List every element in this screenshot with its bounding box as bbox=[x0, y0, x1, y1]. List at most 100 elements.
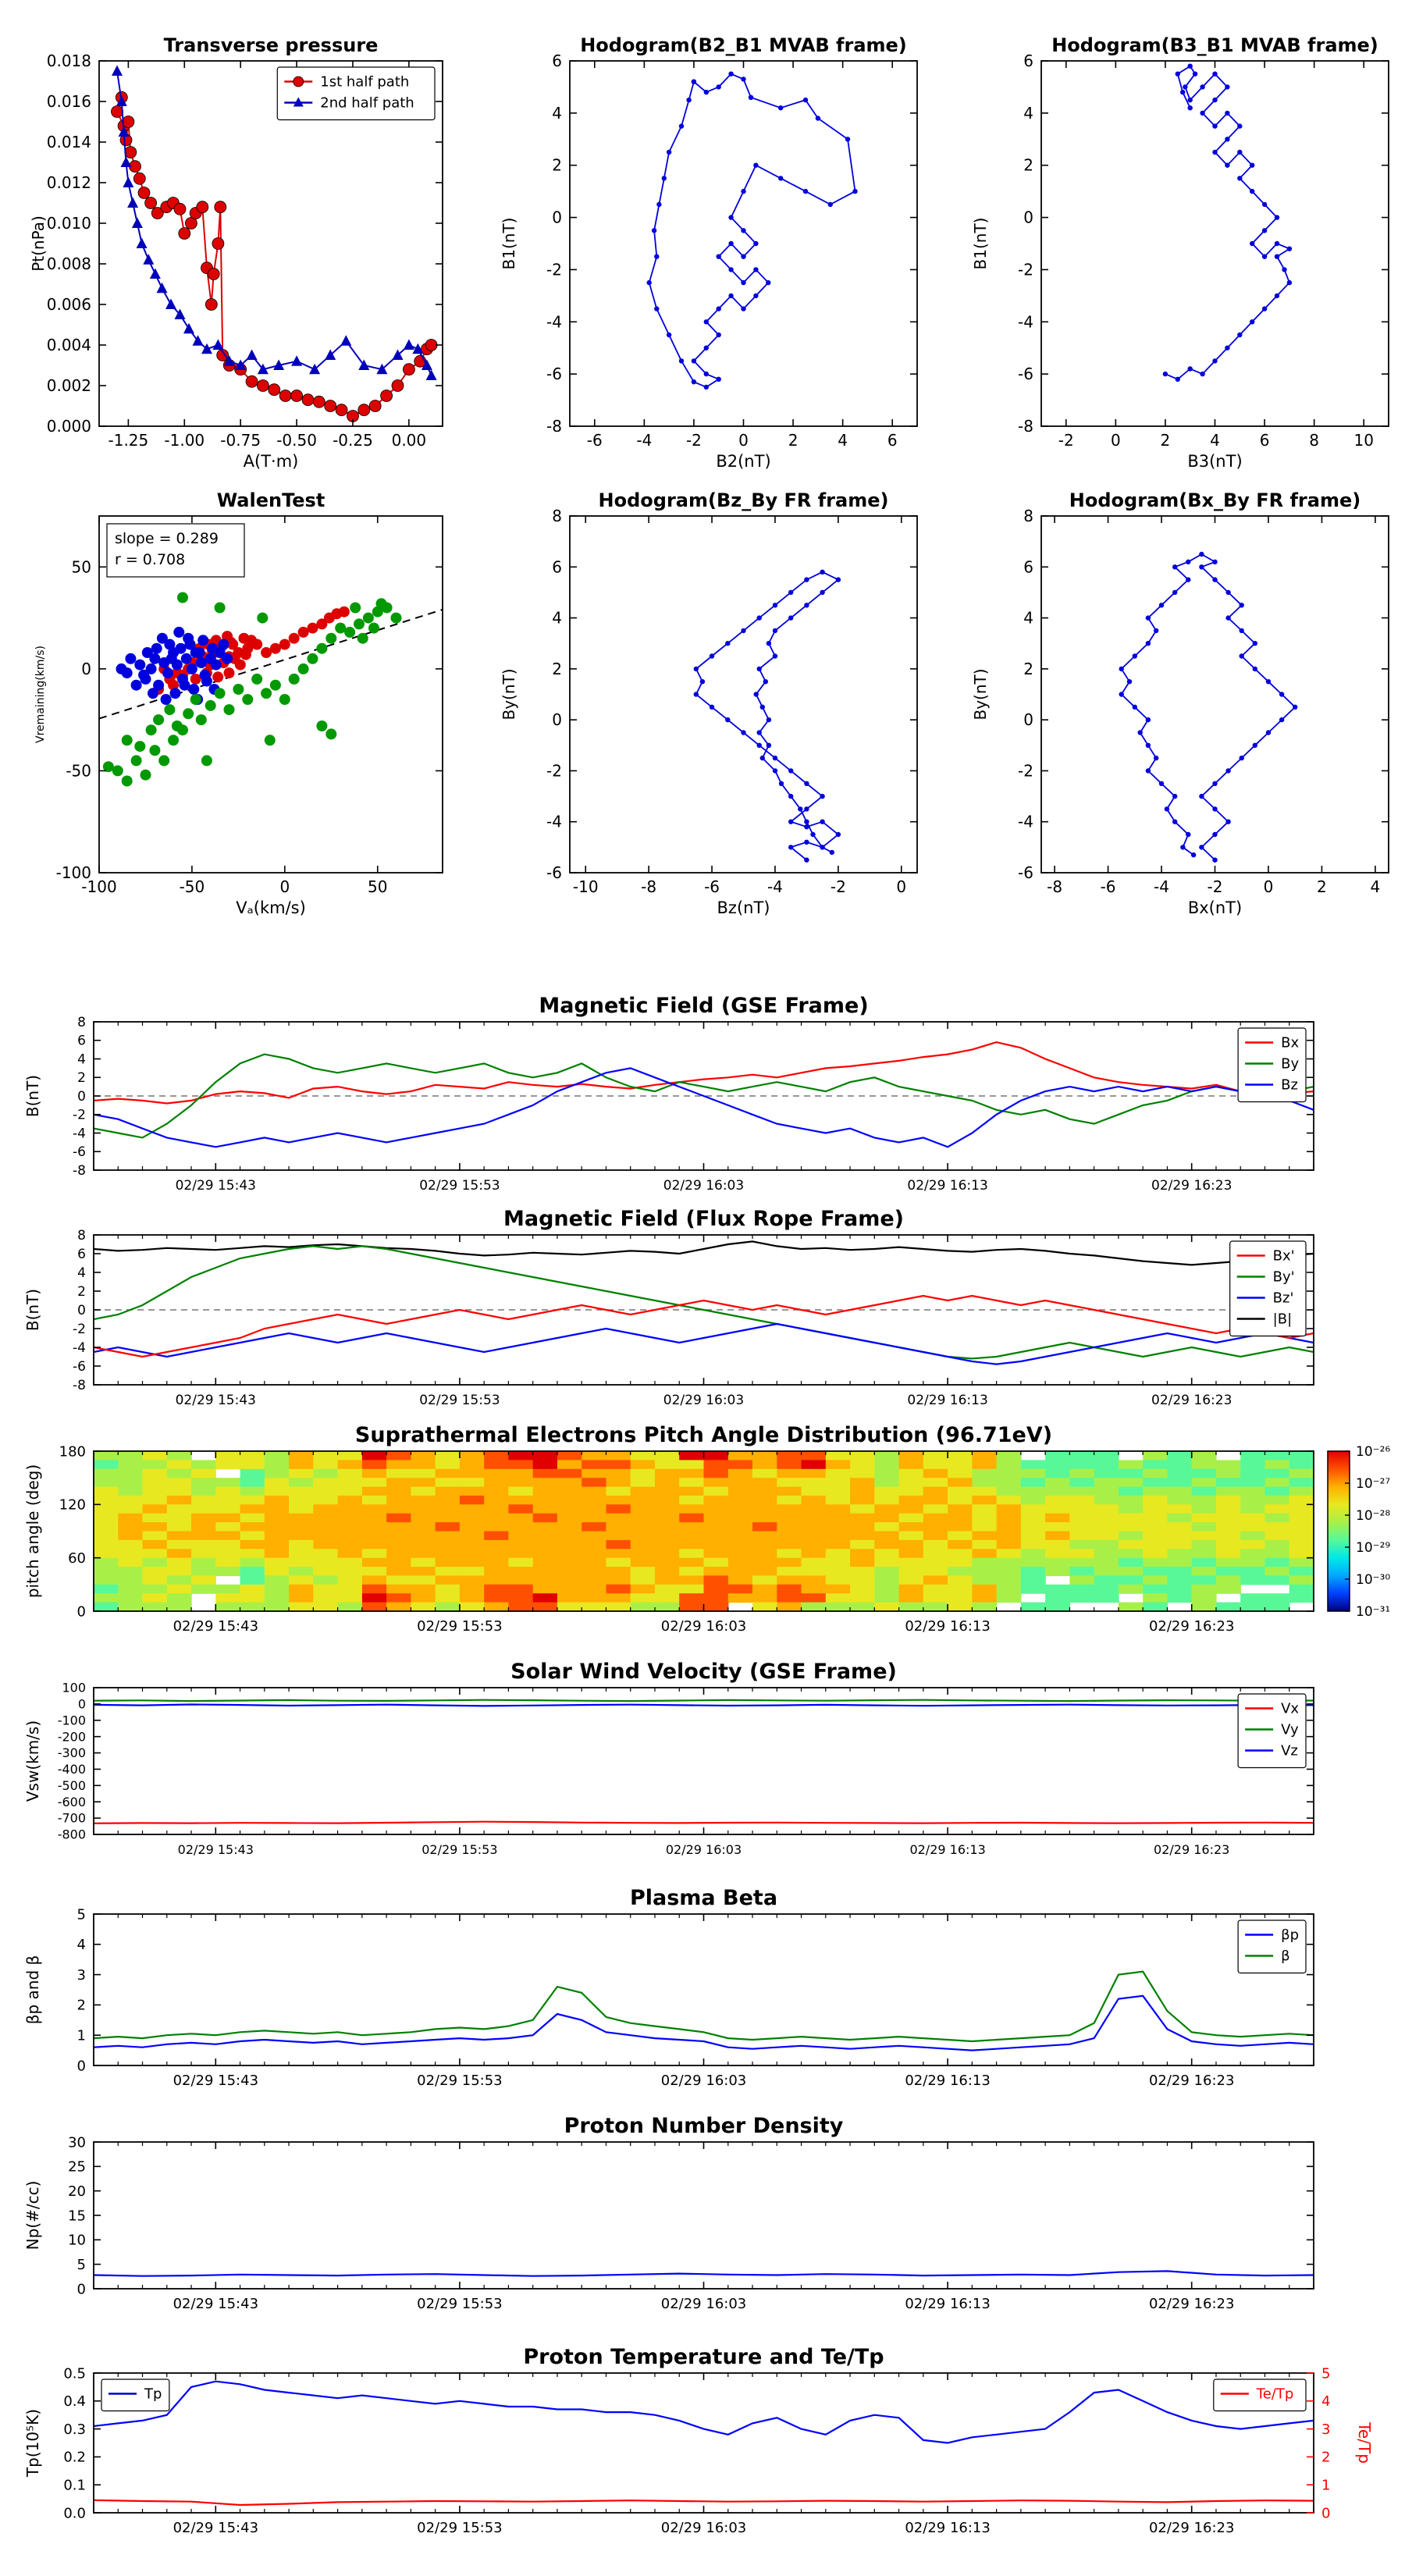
svg-text:8: 8 bbox=[552, 507, 562, 525]
scatter-green-pts bbox=[288, 673, 300, 685]
svg-text:0: 0 bbox=[1264, 877, 1274, 896]
scatter-green-pts bbox=[350, 602, 361, 614]
vsw-chart: 02/29 15:43 02/29 15:53 02/29 16:03 02/29 1… bbox=[23, 1660, 1314, 1857]
svg-text:2: 2 bbox=[77, 1070, 86, 1086]
sepad-chart: 02/29 15:43 02/29 15:53 02/29 16:03 02/29 1… bbox=[23, 1423, 1390, 1635]
svg-text:-6: -6 bbox=[1018, 365, 1033, 383]
svg-text:-8: -8 bbox=[1018, 417, 1033, 436]
series-group bbox=[94, 2270, 1314, 2277]
scatter-green-pts bbox=[183, 708, 194, 720]
svg-text:-2: -2 bbox=[831, 877, 846, 896]
panel-electron-pitch-angle: 02/29 15:43 02/29 15:53 02/29 16:03 02/29 1… bbox=[20, 1421, 1405, 1642]
series-Byp bbox=[94, 1245, 1314, 1360]
svg-text:2: 2 bbox=[552, 156, 562, 175]
svg-text:02/29 16:03: 02/29 16:03 bbox=[661, 2296, 746, 2312]
svg-text:-4: -4 bbox=[546, 813, 562, 831]
svg-text:0: 0 bbox=[279, 877, 290, 896]
svg-text:3: 3 bbox=[77, 1967, 86, 1984]
svg-text:B(nT): B(nT) bbox=[23, 1289, 42, 1331]
svg-text:2: 2 bbox=[788, 431, 799, 450]
scatter-blue-pts bbox=[141, 647, 153, 658]
series-group bbox=[94, 1699, 1314, 1824]
series-group bbox=[94, 2380, 1314, 2507]
svg-text:10: 10 bbox=[1353, 431, 1373, 450]
svg-text:-6: -6 bbox=[1018, 863, 1033, 882]
scatter-green-pts bbox=[375, 598, 387, 610]
svg-text:-8: -8 bbox=[73, 1378, 86, 1393]
svg-text:-800: -800 bbox=[58, 1827, 86, 1842]
svg-text:6: 6 bbox=[1023, 557, 1033, 576]
scatter-green-pts bbox=[344, 626, 356, 638]
scatter-green-pts bbox=[368, 622, 379, 634]
panel-plasma-beta: 02/29 15:43 02/29 15:53 02/29 16:03 02/29 1… bbox=[20, 1884, 1325, 2097]
panel-hodogram-bzby: -10 -8 -6 -4 -2 0 -6 -4 -2 0 2 4 6 8 Hodogram(Bz_By FR… bbox=[496, 485, 925, 917]
scatter-green-pts bbox=[168, 735, 180, 746]
transverse-chart: -1.25 -1.00 -0.75 -0.50 -0.25 0.00 0.000 0.002 0… bbox=[29, 34, 443, 471]
svg-text:10⁻²⁹: 10⁻²⁹ bbox=[1356, 1540, 1390, 1556]
series-Bz bbox=[94, 1067, 1314, 1148]
series-Bxp bbox=[94, 1294, 1314, 1358]
svg-text:-6: -6 bbox=[704, 877, 720, 896]
svg-text:-4: -4 bbox=[73, 1126, 86, 1141]
svg-text:50: 50 bbox=[72, 557, 91, 576]
svg-text:02/29 16:13: 02/29 16:13 bbox=[909, 1842, 985, 1857]
panel-hodogram-b2b1: -6 -4 -2 0 2 4 6 -8 -6 -4 -2 0 2 4 6 Hodogram(B2_B1 MVA… bbox=[496, 30, 925, 471]
svg-text:Hodogram(B3_B1 MVAB frame): Hodogram(B3_B1 MVAB frame) bbox=[1051, 34, 1378, 56]
svg-text:4: 4 bbox=[77, 1937, 86, 1953]
svg-text:-300: -300 bbox=[58, 1745, 86, 1760]
svg-text:B1(nT): B1(nT) bbox=[500, 218, 518, 270]
svg-text:-2: -2 bbox=[1018, 761, 1033, 780]
svg-text:3: 3 bbox=[1321, 2421, 1330, 2438]
heatmap-cells bbox=[94, 1451, 1314, 1612]
svg-text:0: 0 bbox=[81, 660, 91, 678]
series-group bbox=[94, 1970, 1314, 2051]
svg-text:-4: -4 bbox=[73, 1340, 86, 1356]
svg-text:4: 4 bbox=[552, 104, 562, 123]
svg-text:8: 8 bbox=[1023, 507, 1033, 525]
svg-text:02/29 16:23: 02/29 16:23 bbox=[1154, 1842, 1229, 1857]
svg-text:0: 0 bbox=[1111, 431, 1121, 450]
scatter-blue-pts bbox=[197, 635, 209, 646]
svg-text:100: 100 bbox=[62, 1681, 86, 1695]
panel-proton-temperature: 02/29 15:43 02/29 15:53 02/29 16:03 02/29 1… bbox=[20, 2343, 1374, 2546]
scatter-green-pts bbox=[279, 694, 290, 705]
panel-solar-wind-velocity: 02/29 15:43 02/29 15:53 02/29 16:03 02/29 1… bbox=[20, 1658, 1325, 1866]
scatter-blue-pts bbox=[134, 659, 146, 671]
series-hodogram bbox=[648, 73, 856, 388]
svg-text:50: 50 bbox=[368, 877, 387, 896]
series-group bbox=[94, 1041, 1314, 1148]
svg-text:0: 0 bbox=[896, 877, 906, 896]
svg-text:02/29 15:53: 02/29 15:53 bbox=[417, 1618, 502, 1635]
svg-text:βp: βp bbox=[1281, 1927, 1299, 1944]
scatter-green-pts bbox=[362, 612, 374, 624]
scatter-blue-pts bbox=[169, 688, 181, 699]
scatter-green-pts bbox=[242, 694, 254, 705]
svg-text:5: 5 bbox=[1321, 2365, 1330, 2382]
scatter-blue-pts bbox=[151, 642, 162, 654]
svg-text:-700: -700 bbox=[58, 1811, 86, 1826]
scatter-blue-pts bbox=[138, 669, 150, 681]
svg-text:-8: -8 bbox=[641, 877, 656, 896]
svg-text:0: 0 bbox=[78, 1696, 86, 1711]
svg-text:25: 25 bbox=[68, 2159, 86, 2176]
svg-text:r = 0.708: r = 0.708 bbox=[115, 551, 185, 568]
svg-text:0.000: 0.000 bbox=[47, 417, 91, 436]
svg-text:Hodogram(B2_B1 MVAB frame): Hodogram(B2_B1 MVAB frame) bbox=[580, 34, 907, 56]
svg-text:A(T·m): A(T·m) bbox=[244, 452, 299, 469]
scatter-green-pts bbox=[261, 688, 272, 699]
svg-text:Hodogram(Bx_By FR frame): Hodogram(Bx_By FR frame) bbox=[1069, 489, 1361, 511]
svg-text:|B|: |B| bbox=[1273, 1311, 1292, 1328]
svg-text:5: 5 bbox=[77, 2257, 86, 2273]
scatter-green-pts bbox=[171, 720, 183, 731]
series-beta-p bbox=[94, 1994, 1314, 2051]
svg-text:10⁻²⁸: 10⁻²⁸ bbox=[1356, 1508, 1390, 1524]
walen-chart: -100 -50 0 50 -100 -50 0 50 slope = 0.289 r = 0.7… bbox=[34, 489, 443, 917]
scatter-blue-pts bbox=[175, 642, 187, 654]
svg-text:02/29 15:53: 02/29 15:53 bbox=[417, 2073, 502, 2089]
svg-text:-100: -100 bbox=[81, 877, 116, 896]
svg-text:Vremaining(km/s): Vremaining(km/s) bbox=[34, 646, 47, 743]
scatter-green-pts bbox=[158, 755, 170, 767]
svg-text:10⁻³¹: 10⁻³¹ bbox=[1356, 1604, 1390, 1620]
svg-text:8: 8 bbox=[77, 1228, 86, 1244]
svg-text:-4: -4 bbox=[1018, 813, 1033, 831]
